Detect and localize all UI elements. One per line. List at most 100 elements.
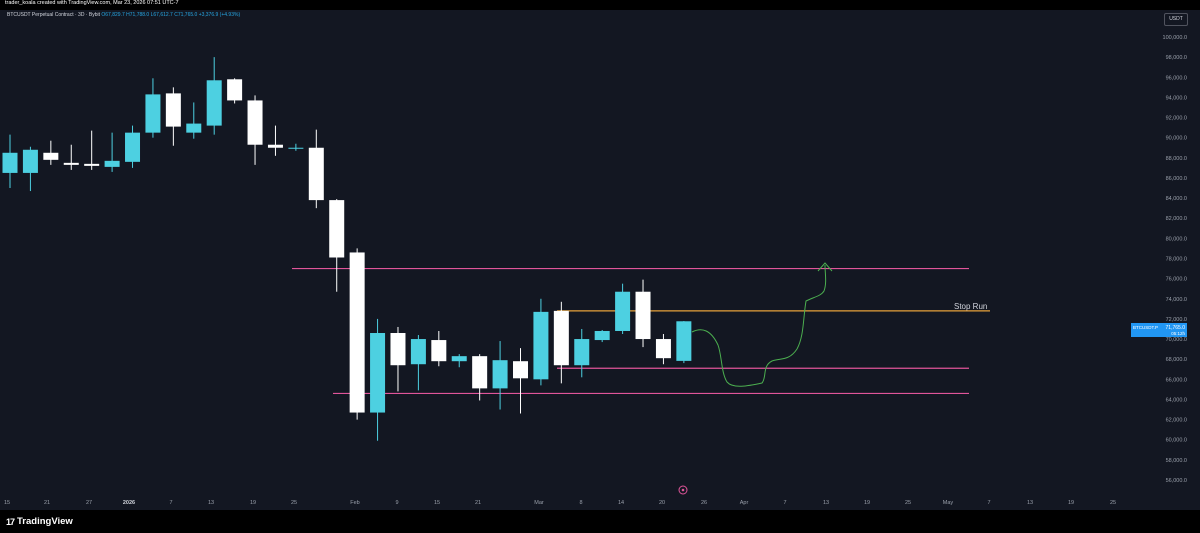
time-tick-label: 20 — [659, 500, 665, 506]
candle-body — [655, 339, 671, 359]
candle-body — [472, 356, 488, 389]
candle-body — [553, 310, 569, 366]
candle — [574, 328, 590, 378]
candle-body — [390, 333, 406, 366]
candle — [125, 125, 141, 168]
chart-area[interactable] — [0, 10, 1200, 510]
candle — [553, 301, 569, 384]
candle-body — [574, 339, 590, 366]
candle-body — [165, 93, 181, 127]
candle — [206, 57, 222, 135]
ohlc-values: O67,829.7 H71,788.0 L67,612.7 C71,765.0 … — [101, 12, 241, 18]
candle — [349, 248, 365, 420]
time-tick-label: 15 — [4, 500, 10, 506]
price-tick-label: 82,000.0 — [1166, 216, 1187, 222]
candle — [492, 341, 508, 410]
candle-body — [63, 162, 79, 165]
time-tick-label: 19 — [250, 500, 256, 506]
candle — [390, 326, 406, 392]
price-tick-label: 64,000.0 — [1166, 397, 1187, 403]
svg-text:BTCUSDT.P: BTCUSDT.P — [1133, 325, 1158, 330]
scroll-to-realtime-icon[interactable] — [678, 485, 688, 495]
candle-body — [615, 291, 631, 331]
candle-body — [635, 291, 651, 340]
price-tick-label: 80,000.0 — [1166, 236, 1187, 242]
time-tick-label: 19 — [864, 500, 870, 506]
candle — [615, 283, 631, 335]
candle — [63, 144, 79, 170]
candle — [533, 298, 549, 386]
candle-body — [308, 147, 324, 201]
price-tick-label: 66,000.0 — [1166, 377, 1187, 383]
candle-body — [288, 147, 304, 149]
candle — [2, 134, 18, 189]
candle — [288, 143, 304, 151]
price-tick-label: 86,000.0 — [1166, 176, 1187, 182]
author-credit: trader_koala created with TradingView.co… — [5, 0, 179, 6]
price-tick-label: 58,000.0 — [1166, 458, 1187, 464]
time-tick-label: Apr — [740, 500, 749, 506]
candle — [370, 318, 386, 441]
candle — [267, 125, 283, 156]
candle — [104, 132, 120, 172]
candle-body — [329, 200, 345, 258]
svg-text:05:12h: 05:12h — [1171, 331, 1185, 336]
stop-run-label: Stop Run — [954, 302, 987, 311]
price-tick-label: 84,000.0 — [1166, 196, 1187, 202]
candle-body — [247, 100, 263, 145]
time-tick-label: 7 — [783, 500, 786, 506]
symbol-name[interactable]: BTCUSDT Perpetual Contract · 3D · Bybit — [7, 12, 100, 18]
time-tick-label: 25 — [905, 500, 911, 506]
time-tick-label: 13 — [1027, 500, 1033, 506]
candle — [472, 354, 488, 401]
tradingview-logo-icon: 17 — [6, 516, 15, 527]
time-tick-label: May — [943, 500, 954, 506]
price-tick-label: 100,000.0 — [1163, 35, 1187, 41]
price-tick-label: 72,000.0 — [1166, 317, 1187, 323]
time-tick-label: 8 — [579, 500, 582, 506]
projection-path-layer — [691, 262, 833, 387]
price-tick-label: 74,000.0 — [1166, 297, 1187, 303]
price-tick-label: 96,000.0 — [1166, 75, 1187, 81]
candle-body — [125, 132, 141, 162]
time-tick-label: 7 — [169, 500, 172, 506]
time-tick-label: 9 — [395, 500, 398, 506]
footer-bar — [0, 510, 1200, 533]
price-tick-label: 76,000.0 — [1166, 277, 1187, 283]
price-tick-label: 60,000.0 — [1166, 438, 1187, 444]
time-tick-label: 13 — [208, 500, 214, 506]
candle-body — [267, 144, 283, 148]
price-tick-label: 88,000.0 — [1166, 156, 1187, 162]
price-tick-label: 56,000.0 — [1166, 478, 1187, 484]
candle — [431, 330, 447, 367]
last-price-label: BTCUSDT.P 71,765.0 05:12h — [1131, 323, 1187, 337]
projection-arrowhead — [817, 262, 833, 272]
candle-body — [431, 340, 447, 362]
candle — [227, 78, 243, 104]
time-tick-label: 19 — [1068, 500, 1074, 506]
candle-body — [145, 94, 161, 133]
candle-body — [370, 333, 386, 413]
price-tick-label: 92,000.0 — [1166, 116, 1187, 122]
candle — [513, 348, 528, 414]
candle — [635, 279, 651, 348]
time-tick-label: Mar — [534, 500, 544, 506]
candle-body — [2, 152, 18, 173]
candle — [186, 102, 202, 139]
candle — [84, 130, 100, 170]
currency-badge[interactable]: USDT — [1164, 13, 1188, 26]
time-tick-label: 21 — [44, 500, 50, 506]
candle — [247, 95, 263, 165]
candle — [22, 146, 38, 192]
svg-text:71,765.0: 71,765.0 — [1166, 325, 1186, 331]
time-tick-label: Feb — [350, 500, 359, 506]
tradingview-logo: 17 TradingView — [6, 516, 73, 527]
candle-body — [492, 360, 508, 389]
candle-body — [104, 160, 120, 167]
candle-body — [676, 321, 692, 361]
time-tick-label: 26 — [701, 500, 707, 506]
time-tick-label: 25 — [291, 500, 297, 506]
time-tick-label: 21 — [475, 500, 481, 506]
